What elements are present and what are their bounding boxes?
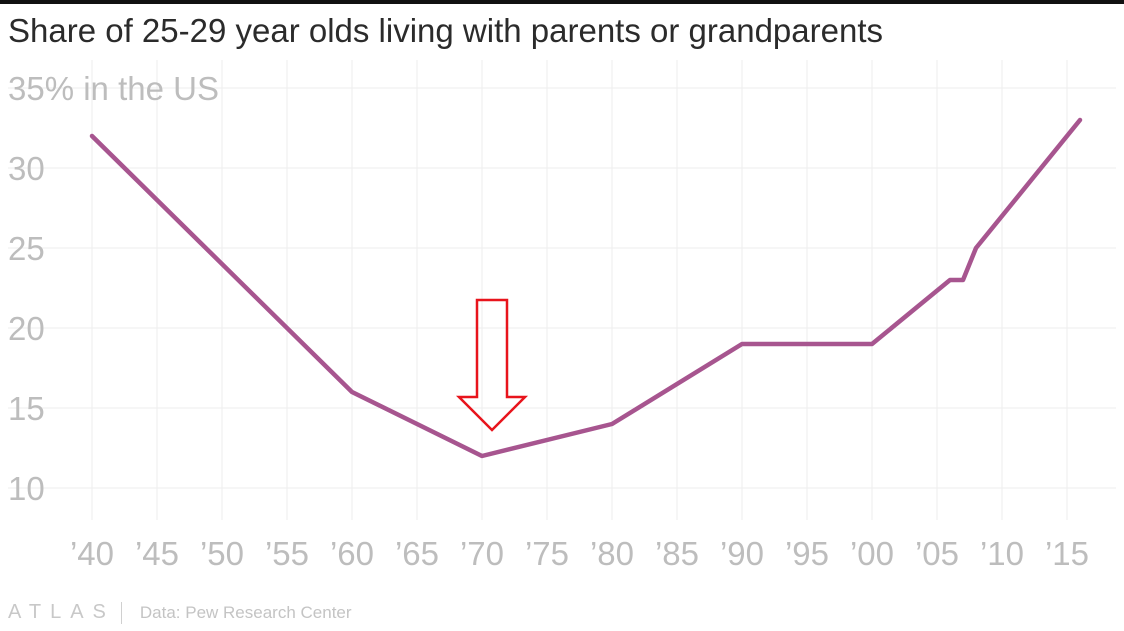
x-tick-label: ’90 [720, 535, 764, 572]
x-tick-label: ’70 [460, 535, 504, 572]
x-tick-label: ’80 [590, 535, 634, 572]
horizontal-gridlines [8, 87, 1116, 489]
y-tick-label: 10 [8, 470, 45, 507]
atlas-logo: ATLAS [8, 601, 115, 623]
y-axis-labels: 10 15 20 25 30 35% in the US [8, 70, 219, 507]
x-tick-label: ’10 [980, 535, 1024, 572]
y-top-label: 35% in the US [8, 70, 219, 107]
down-arrow-annotation [455, 298, 529, 432]
y-tick-label: 25 [8, 230, 45, 267]
x-tick-label: ’85 [655, 535, 699, 572]
y-tick-label: 15 [8, 390, 45, 427]
y-tick-label: 20 [8, 310, 45, 347]
x-tick-label: ’95 [785, 535, 829, 572]
x-axis-labels: ’40 ’45 ’50 ’55 ’60 ’65 ’70 ’75 ’80 ’85 ’90 ’95 ’00 ’… [70, 535, 1089, 572]
x-tick-label: ’45 [135, 535, 179, 572]
x-tick-label: ’65 [395, 535, 439, 572]
footer: ATLAS Data: Pew Research Center [8, 601, 352, 624]
x-tick-label: ’60 [330, 535, 374, 572]
series-line [89, 117, 1083, 459]
x-tick-label: ’50 [200, 535, 244, 572]
top-bar [0, 0, 1124, 4]
x-tick-label: ’00 [850, 535, 894, 572]
x-tick-label: ’55 [265, 535, 309, 572]
y-tick-label: 30 [8, 150, 45, 187]
annotation-layer [455, 298, 529, 432]
chart-title: Share of 25-29 year olds living with par… [8, 12, 883, 49]
x-tick-label: ’15 [1045, 535, 1089, 572]
vertical-gridlines [91, 60, 1068, 520]
x-tick-label: ’05 [915, 535, 959, 572]
x-tick-label: ’75 [525, 535, 569, 572]
source-note: Data: Pew Research Center [139, 602, 352, 622]
series-layer [89, 117, 1083, 459]
x-tick-label: ’40 [70, 535, 114, 572]
footer-divider [120, 601, 122, 624]
